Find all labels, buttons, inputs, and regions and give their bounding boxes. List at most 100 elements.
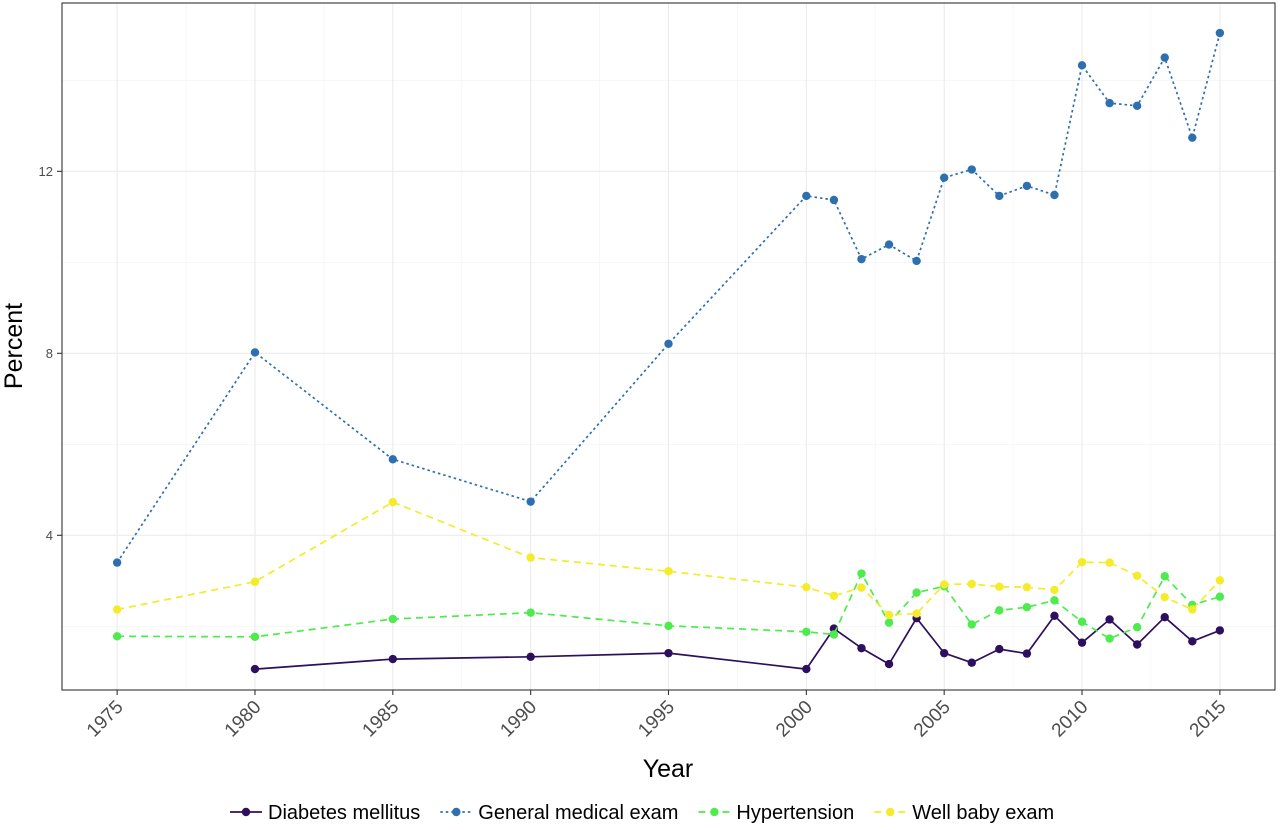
data-point <box>1132 623 1142 632</box>
x-tick-label: 2010 <box>1048 697 1093 742</box>
series-diabetes-mellitus <box>250 611 1225 674</box>
y-axis: 4 8 12 <box>39 164 62 543</box>
y-tick-label: 8 <box>46 346 53 361</box>
data-point <box>388 654 398 664</box>
x-tick-label: 1995 <box>634 697 679 742</box>
legend-item: Diabetes mellitus <box>230 802 420 824</box>
data-point <box>939 173 949 182</box>
y-axis-title: Percent <box>0 303 28 389</box>
series-line <box>254 614 1221 670</box>
data-point <box>1077 617 1087 626</box>
data-point <box>664 648 673 658</box>
data-point <box>967 579 976 589</box>
x-tick-label: 1975 <box>83 697 128 742</box>
data-point <box>939 648 949 658</box>
legend-key-point <box>241 807 251 817</box>
data-point <box>802 664 811 674</box>
data-point <box>1215 626 1225 635</box>
data-point <box>857 254 866 264</box>
data-point <box>884 610 894 620</box>
data-point <box>1215 28 1225 38</box>
data-point <box>250 348 260 357</box>
y-tick-label: 12 <box>39 164 53 179</box>
data-point <box>829 630 839 639</box>
data-point <box>1160 53 1169 62</box>
x-tick-label: 2015 <box>1186 697 1231 742</box>
x-axis-title: Year <box>643 755 694 783</box>
data-point <box>1215 592 1225 601</box>
legend-label: General medical exam <box>478 802 678 824</box>
data-point <box>912 588 921 597</box>
series-general-medical-exam <box>112 28 1225 567</box>
legend-key-point <box>452 807 461 817</box>
data-point <box>802 582 811 592</box>
data-point <box>1105 558 1114 567</box>
data-point <box>526 553 535 562</box>
data-point <box>1160 572 1169 581</box>
legend-label: Hypertension <box>736 802 854 824</box>
data-point <box>1022 582 1032 592</box>
data-point <box>1077 61 1087 70</box>
series-line <box>117 572 1221 640</box>
series-well-baby-exam <box>112 497 1225 620</box>
data-point <box>1105 615 1114 624</box>
data-point <box>1132 101 1142 111</box>
data-point <box>250 632 260 641</box>
data-point <box>857 583 866 592</box>
data-point <box>388 455 398 464</box>
data-point <box>664 339 673 348</box>
data-point <box>526 608 535 617</box>
data-point <box>1050 190 1059 200</box>
data-point <box>967 620 976 629</box>
data-point <box>1077 638 1087 647</box>
x-tick-label: 1990 <box>496 697 541 742</box>
data-point <box>912 609 921 618</box>
data-point <box>388 614 398 624</box>
data-point <box>829 591 839 601</box>
legend-item: Hypertension <box>698 802 854 824</box>
data-point <box>388 497 398 507</box>
data-point <box>1022 649 1032 658</box>
series-layer <box>112 28 1225 674</box>
legend-label: Well baby exam <box>912 802 1054 824</box>
data-point <box>112 632 122 641</box>
legend-label: Diabetes mellitus <box>268 802 420 824</box>
data-point <box>1160 592 1169 602</box>
x-axis: 1975 1980 1985 1990 1995 2000 2005 2010 2015 <box>83 690 1230 741</box>
x-tick-label: 1980 <box>221 697 266 742</box>
data-point <box>1050 596 1059 605</box>
data-point <box>1188 605 1197 614</box>
grid-lines <box>62 3 1275 690</box>
data-point <box>995 606 1004 615</box>
x-tick-label: 1985 <box>359 697 404 742</box>
data-point <box>829 195 839 205</box>
x-tick-label: 2005 <box>910 697 955 742</box>
y-tick-label: 4 <box>46 528 53 543</box>
data-point <box>112 605 122 614</box>
data-point <box>664 567 673 576</box>
data-point <box>967 658 976 667</box>
data-point <box>1215 576 1225 585</box>
data-point <box>857 643 866 653</box>
data-point <box>1077 557 1087 567</box>
data-point <box>939 580 949 589</box>
data-point <box>664 621 673 631</box>
data-point <box>1022 602 1032 612</box>
data-point <box>802 627 811 636</box>
data-point <box>802 191 811 201</box>
data-point <box>526 652 535 661</box>
series-hypertension <box>112 569 1225 643</box>
data-point <box>1050 585 1059 595</box>
data-point <box>995 191 1004 201</box>
data-point <box>884 618 894 627</box>
data-point <box>112 558 122 567</box>
legend-item: Well baby exam <box>874 802 1054 824</box>
legend-item: General medical exam <box>440 802 678 824</box>
data-point <box>1132 640 1142 649</box>
legend-key-point <box>886 807 895 817</box>
data-point <box>1160 613 1169 622</box>
data-point <box>884 240 894 249</box>
data-point <box>884 659 894 669</box>
data-point <box>1188 637 1197 646</box>
